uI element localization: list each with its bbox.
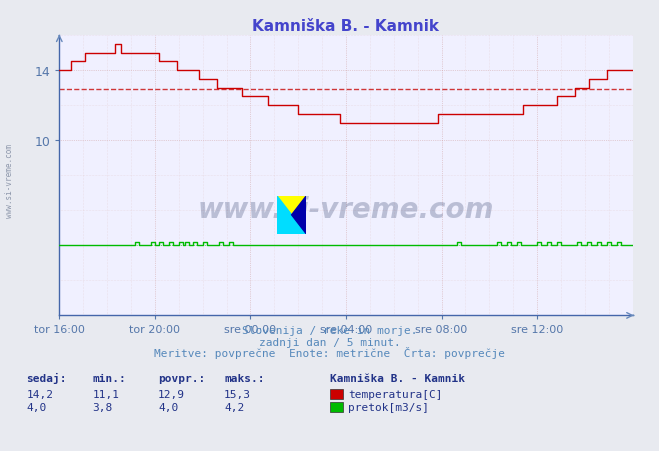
Text: www.si-vreme.com: www.si-vreme.com — [5, 143, 14, 217]
Text: 15,3: 15,3 — [224, 389, 251, 399]
Text: Meritve: povprečne  Enote: metrične  Črta: povprečje: Meritve: povprečne Enote: metrične Črta:… — [154, 346, 505, 358]
Text: zadnji dan / 5 minut.: zadnji dan / 5 minut. — [258, 337, 401, 347]
Text: povpr.:: povpr.: — [158, 373, 206, 383]
Text: 12,9: 12,9 — [158, 389, 185, 399]
Polygon shape — [291, 196, 306, 235]
Text: 4,0: 4,0 — [26, 402, 47, 412]
Text: Slovenija / reke in morje.: Slovenija / reke in morje. — [242, 326, 417, 336]
Text: min.:: min.: — [92, 373, 126, 383]
Polygon shape — [277, 196, 306, 235]
Text: 4,2: 4,2 — [224, 402, 244, 412]
Text: 14,2: 14,2 — [26, 389, 53, 399]
Text: 11,1: 11,1 — [92, 389, 119, 399]
Text: sedaj:: sedaj: — [26, 372, 67, 383]
Text: maks.:: maks.: — [224, 373, 264, 383]
Text: www.si-vreme.com: www.si-vreme.com — [198, 195, 494, 223]
Text: 4,0: 4,0 — [158, 402, 179, 412]
Text: 3,8: 3,8 — [92, 402, 113, 412]
Title: Kamniška B. - Kamnik: Kamniška B. - Kamnik — [252, 18, 440, 33]
Text: pretok[m3/s]: pretok[m3/s] — [348, 402, 429, 412]
Polygon shape — [277, 196, 306, 235]
Text: temperatura[C]: temperatura[C] — [348, 389, 442, 399]
Text: Kamniška B. - Kamnik: Kamniška B. - Kamnik — [330, 373, 465, 383]
